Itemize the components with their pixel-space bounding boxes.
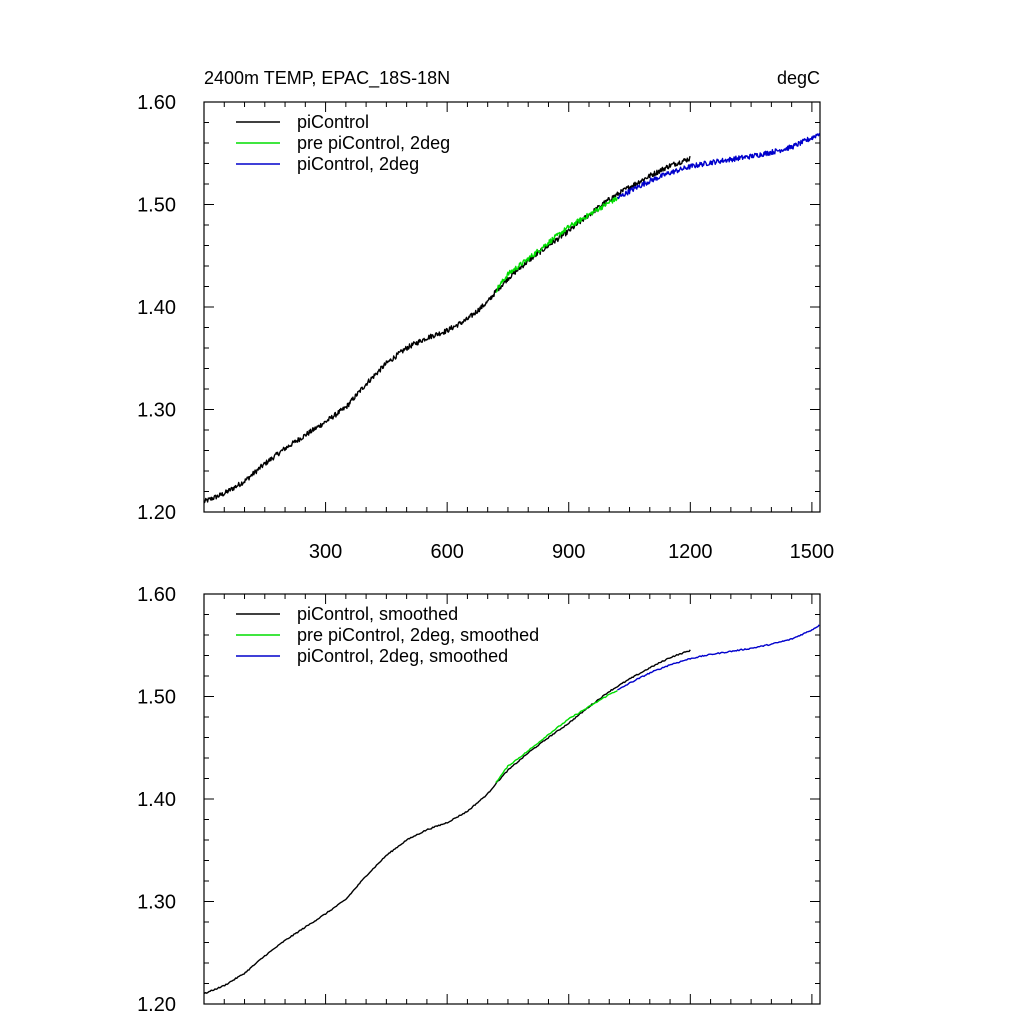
y-tick-label: 1.30	[137, 892, 176, 914]
series-line-1	[495, 690, 618, 784]
y-tick-label: 1.30	[137, 400, 176, 422]
x-tick-label: 1200	[668, 541, 713, 563]
y-tick-label: 1.40	[137, 789, 176, 811]
series-line-0	[203, 649, 691, 995]
series-line-2	[616, 132, 821, 200]
y-tick-label: 1.50	[137, 195, 176, 217]
y-tick-label: 1.20	[137, 994, 176, 1016]
units-label: degC	[777, 68, 820, 88]
legend-label: piControl, 2deg	[297, 154, 419, 174]
x-tick-label: 900	[552, 541, 585, 563]
y-tick-label: 1.40	[137, 297, 176, 319]
y-tick-label: 1.50	[137, 687, 176, 709]
legend-label: pre piControl, 2deg, smoothed	[297, 625, 539, 645]
series-line-1	[495, 196, 619, 293]
legend-label: piControl	[297, 112, 369, 132]
chart-title: 2400m TEMP, EPAC_18S-18N	[204, 68, 450, 89]
x-tick-label: 1500	[790, 541, 835, 563]
series-line-2	[617, 624, 820, 691]
y-tick-label: 1.20	[137, 502, 176, 524]
y-tick-label: 1.60	[137, 584, 176, 606]
legend-label: piControl, smoothed	[297, 604, 458, 624]
legend-label: piControl, 2deg, smoothed	[297, 646, 508, 666]
series-line-0	[203, 155, 691, 504]
y-tick-label: 1.60	[137, 92, 176, 114]
x-tick-label: 600	[430, 541, 463, 563]
legend-label: pre piControl, 2deg	[297, 133, 450, 153]
x-tick-label: 300	[309, 541, 342, 563]
